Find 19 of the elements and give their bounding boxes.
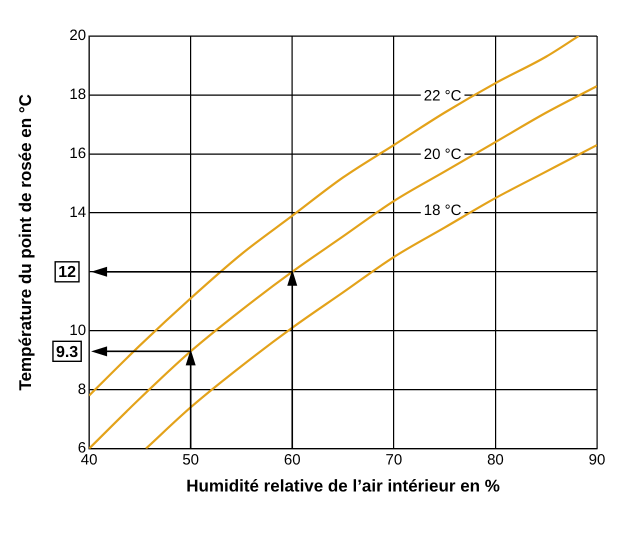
y-tick-label: 20 (69, 27, 86, 44)
y-tick-label: 10 (69, 322, 86, 339)
ref-line-label: 9.3 (56, 344, 78, 361)
y-tick-label: 16 (69, 145, 86, 162)
y-tick-label: 8 (78, 380, 86, 398)
y-tick-label: 18 (69, 86, 86, 104)
y-tick-label: 14 (69, 204, 86, 221)
ref-line-label: 12 (58, 264, 76, 282)
x-tick-label: 80 (487, 452, 504, 469)
series-label: 20 °C (424, 146, 462, 164)
x-axis-title: Humidité relative de l’air intérieur en % (186, 476, 500, 496)
x-tick-label: 40 (80, 452, 98, 469)
y-axis-title: Température du point de rosée en °C (16, 94, 35, 391)
x-tick-label: 70 (385, 452, 402, 469)
x-tick-label: 50 (182, 452, 200, 469)
x-tick-label: 90 (588, 452, 606, 469)
series-label: 18 °C (424, 202, 462, 220)
series-label: 22 °C (424, 87, 462, 104)
x-tick-label: 60 (284, 452, 301, 469)
